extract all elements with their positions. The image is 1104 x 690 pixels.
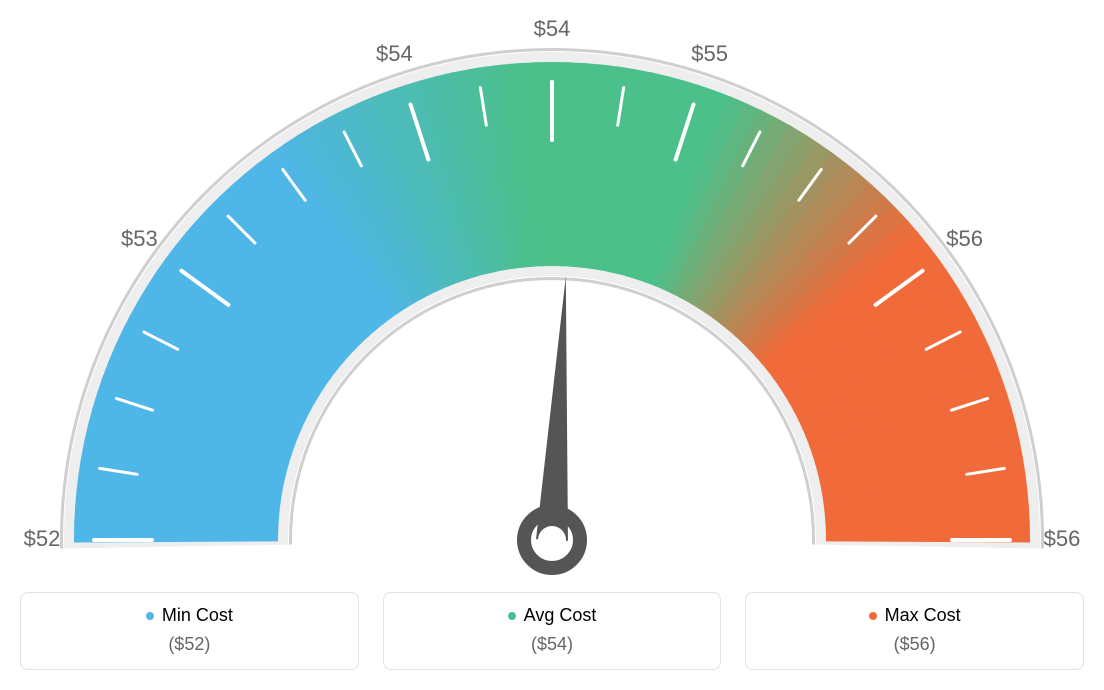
svg-text:$55: $55	[691, 41, 728, 66]
legend-title-max: Max Cost	[869, 605, 961, 626]
dot-icon	[508, 612, 516, 620]
cost-gauge: $52 $53 $54 $54 $55 $56 $56	[20, 20, 1084, 580]
svg-text:$56: $56	[946, 226, 983, 251]
legend-card-min: Min Cost ($52)	[20, 592, 359, 670]
legend-title-avg: Avg Cost	[508, 605, 597, 626]
svg-text:$52: $52	[24, 526, 61, 551]
dot-icon	[869, 612, 877, 620]
legend-row: Min Cost ($52) Avg Cost ($54) Max Cost (…	[20, 592, 1084, 670]
legend-title-text: Avg Cost	[524, 605, 597, 626]
legend-card-max: Max Cost ($56)	[745, 592, 1084, 670]
gauge-svg: $52 $53 $54 $54 $55 $56 $56	[20, 20, 1084, 580]
legend-card-avg: Avg Cost ($54)	[383, 592, 722, 670]
legend-title-text: Max Cost	[885, 605, 961, 626]
legend-value-max: ($56)	[764, 634, 1065, 655]
svg-text:$53: $53	[121, 226, 158, 251]
dot-icon	[146, 612, 154, 620]
legend-title-text: Min Cost	[162, 605, 233, 626]
svg-text:$56: $56	[1044, 526, 1081, 551]
legend-title-min: Min Cost	[146, 605, 233, 626]
legend-value-avg: ($54)	[402, 634, 703, 655]
svg-text:$54: $54	[376, 41, 413, 66]
legend-value-min: ($52)	[39, 634, 340, 655]
svg-text:$54: $54	[534, 20, 571, 41]
